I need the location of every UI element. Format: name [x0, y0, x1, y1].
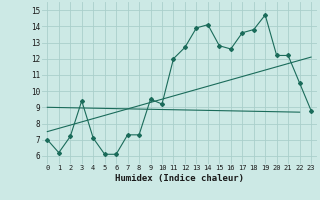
X-axis label: Humidex (Indice chaleur): Humidex (Indice chaleur) — [115, 174, 244, 183]
